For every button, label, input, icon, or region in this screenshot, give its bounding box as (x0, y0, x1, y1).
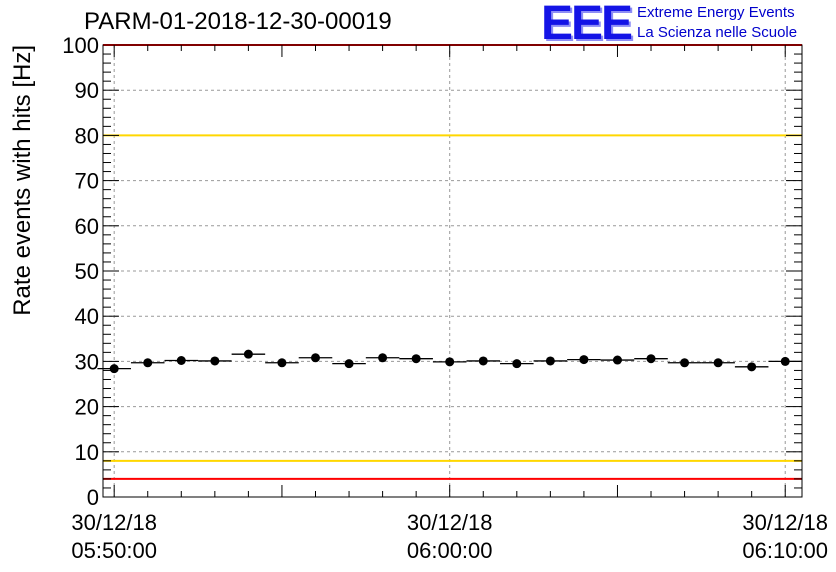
y-tick-label: 90 (75, 78, 99, 103)
data-point (143, 358, 153, 368)
data-point (612, 355, 622, 365)
data-point (747, 362, 757, 372)
logo-line-1: Extreme Energy Events (637, 4, 795, 21)
x-tick-label-time: 06:10:00 (742, 538, 828, 563)
y-tick-label: 70 (75, 169, 99, 194)
y-tick-label: 10 (75, 440, 99, 465)
x-tick-label-time: 06:00:00 (407, 538, 493, 563)
data-point (310, 353, 320, 363)
y-axis-title: Rate events with hits [Hz] (9, 45, 36, 316)
grid-lines (103, 44, 802, 498)
data-points (97, 349, 802, 374)
data-point (646, 354, 656, 364)
run-title: PARM-01-2018-12-30-00019 (84, 8, 392, 35)
eee-logo: EEE (541, 0, 633, 50)
x-tick-label-date: 30/12/18 (407, 510, 493, 535)
data-point (512, 359, 522, 369)
x-tick-label-time: 05:50:00 (71, 538, 157, 563)
data-point (780, 356, 790, 366)
data-point (344, 359, 354, 369)
y-tick-label: 0 (87, 485, 99, 510)
data-point (680, 358, 690, 368)
data-point (478, 356, 488, 366)
y-tick-label: 30 (75, 349, 99, 374)
data-point (176, 355, 186, 365)
y-tick-label: 80 (75, 123, 99, 148)
data-point (277, 358, 287, 368)
data-point (445, 357, 455, 367)
data-point (579, 355, 589, 365)
data-point (210, 356, 220, 366)
data-point (378, 353, 388, 363)
reference-lines (103, 44, 802, 480)
axis-labels: 0 10 20 30 40 50 60 70 80 90 100 30/12/18 05:50:00 30… (9, 33, 828, 563)
y-tick-label: 50 (75, 259, 99, 284)
data-point (545, 356, 555, 366)
data-point (411, 354, 421, 364)
y-tick-label: 60 (75, 214, 99, 239)
x-tick-label-date: 30/12/18 (71, 510, 157, 535)
data-point (109, 364, 119, 374)
y-tick-label: 100 (62, 33, 99, 58)
x-tick-label-date: 30/12/18 (742, 510, 828, 535)
axis-ticks (103, 44, 802, 498)
logo-line-2: La Scienza nelle Scuole (637, 24, 798, 41)
data-point (243, 349, 253, 359)
data-point (713, 358, 723, 368)
y-tick-label: 20 (75, 395, 99, 420)
y-tick-label: 40 (75, 304, 99, 329)
